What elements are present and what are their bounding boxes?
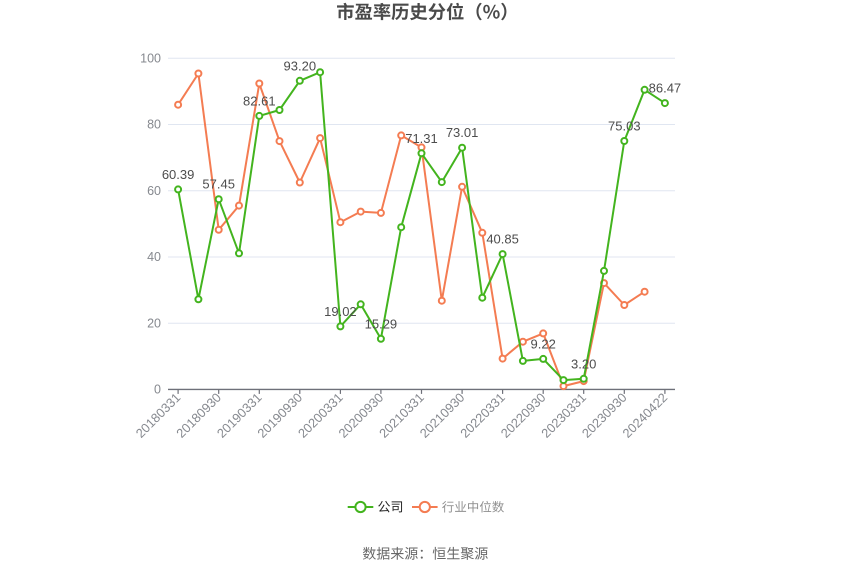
svg-text:20: 20: [147, 316, 161, 330]
svg-text:9.22: 9.22: [531, 336, 556, 351]
svg-text:82.61: 82.61: [243, 93, 276, 108]
svg-text:19.02: 19.02: [324, 304, 357, 319]
svg-text:80: 80: [147, 118, 161, 132]
svg-text:40.85: 40.85: [486, 232, 519, 247]
svg-text:40: 40: [147, 250, 161, 264]
svg-text:60.39: 60.39: [162, 167, 195, 182]
svg-text:100: 100: [140, 52, 161, 66]
svg-text:15.29: 15.29: [365, 316, 398, 331]
svg-text:73.01: 73.01: [446, 125, 479, 140]
svg-text:3.20: 3.20: [571, 356, 596, 371]
svg-text:71.31: 71.31: [405, 131, 438, 146]
svg-text:93.20: 93.20: [284, 58, 317, 73]
svg-text:0: 0: [154, 383, 161, 397]
svg-text:86.47: 86.47: [649, 81, 682, 96]
svg-text:57.45: 57.45: [202, 177, 235, 192]
svg-text:60: 60: [147, 184, 161, 198]
svg-text:75.03: 75.03: [608, 119, 641, 134]
